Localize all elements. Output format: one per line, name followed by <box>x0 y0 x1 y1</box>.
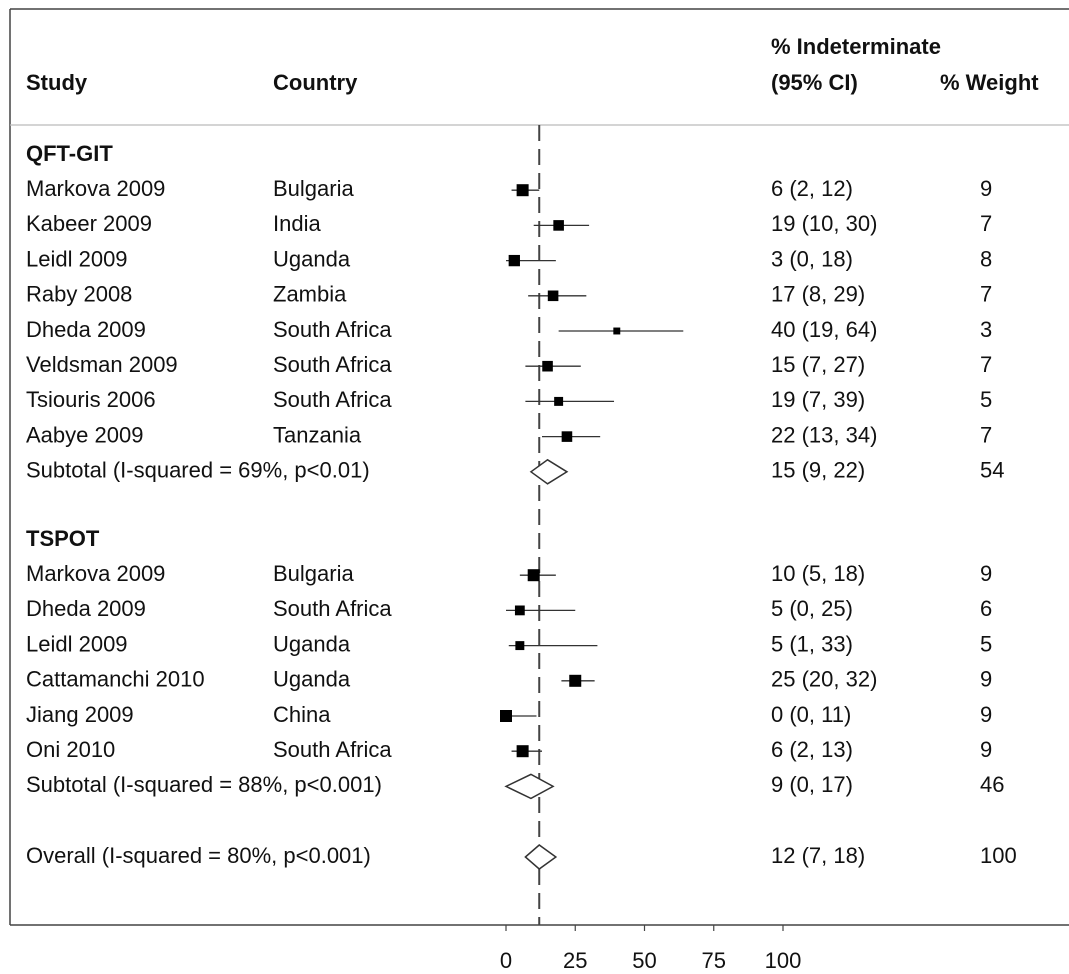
study-box <box>500 710 512 722</box>
estimate-label: 22 (13, 34) <box>771 422 877 447</box>
estimate-label: 5 (1, 33) <box>771 631 853 656</box>
weight-label: 9 <box>980 702 992 727</box>
pooled-diamond <box>504 773 555 800</box>
weight-label: 7 <box>980 211 992 236</box>
x-tick-label: 50 <box>632 948 656 973</box>
estimate-label: 10 (5, 18) <box>771 561 865 586</box>
overall-label: Overall (I-squared = 80%, p<0.001) <box>26 843 371 868</box>
country: South Africa <box>273 317 392 342</box>
study-name: Dheda 2009 <box>26 596 146 621</box>
estimate-label: 19 (10, 30) <box>771 211 877 236</box>
estimate-label: 40 (19, 64) <box>771 317 877 342</box>
study-box <box>527 569 540 582</box>
study-name: Cattamanchi 2010 <box>26 667 205 692</box>
weight-label: 7 <box>980 352 992 377</box>
study-box <box>613 327 621 335</box>
header-estimate: % Indeterminate <box>771 34 941 59</box>
country: India <box>273 211 321 236</box>
estimate-label: 12 (7, 18) <box>771 843 865 868</box>
country: Zambia <box>273 282 347 307</box>
estimate-label: 6 (2, 13) <box>771 737 853 762</box>
study-box <box>508 254 520 267</box>
estimate-label: 17 (8, 29) <box>771 282 865 307</box>
subtotal-label: Subtotal (I-squared = 88%, p<0.001) <box>26 772 382 797</box>
estimate-label: 6 (2, 12) <box>771 176 853 201</box>
estimate-label: 15 (7, 27) <box>771 352 865 377</box>
country: South Africa <box>273 387 392 412</box>
weight-label: 6 <box>980 596 992 621</box>
x-tick-label: 25 <box>563 948 587 973</box>
estimate-label: 25 (20, 32) <box>771 667 877 692</box>
study-name: Kabeer 2009 <box>26 211 152 236</box>
weight-label: 5 <box>980 387 992 412</box>
pooled-diamond <box>524 844 558 870</box>
study-box <box>542 360 553 372</box>
x-tick-label: 0 <box>500 948 512 973</box>
estimate-label: 9 (0, 17) <box>771 772 853 797</box>
weight-label: 9 <box>980 176 992 201</box>
study-name: Oni 2010 <box>26 737 115 762</box>
weight-label: 7 <box>980 282 992 307</box>
estimate-label: 19 (7, 39) <box>771 387 865 412</box>
study-name: Markova 2009 <box>26 176 165 201</box>
pooled-diamond <box>529 458 569 485</box>
x-tick-label: 75 <box>702 948 726 973</box>
study-box <box>569 674 582 687</box>
weight-label: 100 <box>980 843 1017 868</box>
estimate-label: 15 (9, 22) <box>771 458 865 483</box>
subtotal-label: Subtotal (I-squared = 69%, p<0.01) <box>26 458 370 483</box>
study-name: Dheda 2009 <box>26 317 146 342</box>
weight-label: 9 <box>980 667 992 692</box>
header-country: Country <box>273 70 358 95</box>
country: Uganda <box>273 667 351 692</box>
group-title: TSPOT <box>26 526 100 551</box>
weight-label: 3 <box>980 317 992 342</box>
country: South Africa <box>273 352 392 377</box>
weight-label: 9 <box>980 737 992 762</box>
estimate-label: 3 (0, 18) <box>771 246 853 271</box>
country: Tanzania <box>273 422 362 447</box>
estimate-label: 5 (0, 25) <box>771 596 853 621</box>
weight-label: 8 <box>980 246 992 271</box>
country: Bulgaria <box>273 176 354 201</box>
country: South Africa <box>273 596 392 621</box>
study-name: Leidl 2009 <box>26 631 128 656</box>
group-title: QFT-GIT <box>26 141 113 166</box>
header-ci: (95% CI) <box>771 70 858 95</box>
study-box <box>516 184 529 197</box>
study-name: Markova 2009 <box>26 561 165 586</box>
estimate-label: 0 (0, 11) <box>771 702 851 727</box>
weight-label: 5 <box>980 631 992 656</box>
study-box <box>516 745 529 758</box>
country: South Africa <box>273 737 392 762</box>
study-name: Jiang 2009 <box>26 702 134 727</box>
study-name: Veldsman 2009 <box>26 352 178 377</box>
study-box <box>554 396 564 406</box>
weight-label: 54 <box>980 458 1004 483</box>
header-study: Study <box>26 70 88 95</box>
country: Bulgaria <box>273 561 354 586</box>
study-name: Tsiouris 2006 <box>26 387 156 412</box>
header-weight: % Weight <box>940 70 1039 95</box>
country: Uganda <box>273 246 351 271</box>
study-box <box>515 641 525 651</box>
weight-label: 46 <box>980 772 1004 797</box>
country: Uganda <box>273 631 351 656</box>
country: China <box>273 702 331 727</box>
study-box <box>561 431 573 442</box>
study-box <box>514 605 525 616</box>
weight-label: 9 <box>980 561 992 586</box>
study-box <box>547 290 559 302</box>
weight-label: 7 <box>980 422 992 447</box>
study-name: Raby 2008 <box>26 282 132 307</box>
study-box <box>553 220 564 231</box>
study-name: Leidl 2009 <box>26 246 128 271</box>
study-name: Aabye 2009 <box>26 422 143 447</box>
x-tick-label: 100 <box>765 948 802 973</box>
